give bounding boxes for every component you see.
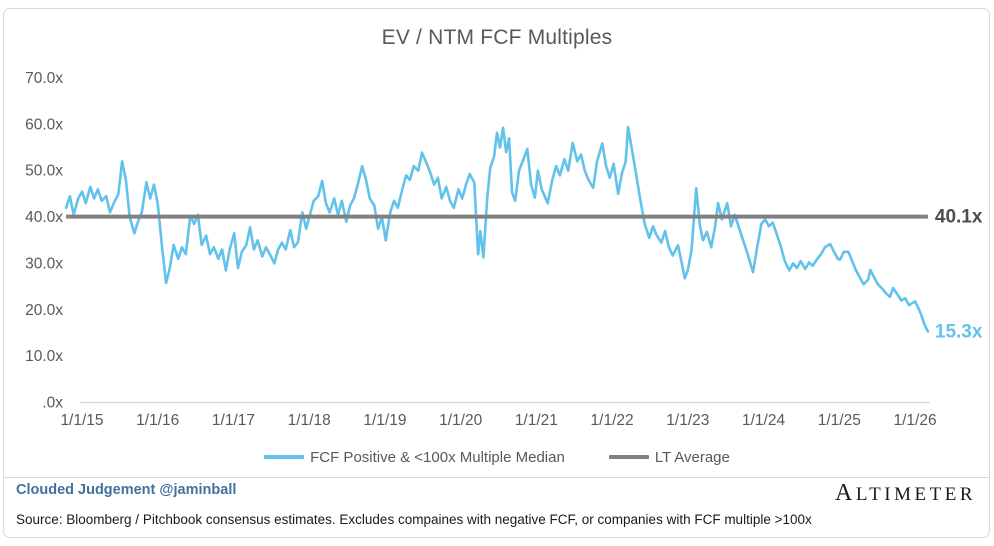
y-tick-label: 60.0x xyxy=(25,116,63,133)
x-tick-label: 1/1/19 xyxy=(363,412,406,429)
chart-title: EV / NTM FCF Multiples xyxy=(381,26,613,49)
legend: FCF Positive & <100x Multiple Median LT … xyxy=(0,446,994,468)
y-tick-label: 70.0x xyxy=(25,70,63,87)
x-tick-label: 1/1/18 xyxy=(288,412,331,429)
author-attribution: Clouded Judgement @jaminball xyxy=(16,482,237,498)
x-tick-label: 1/1/17 xyxy=(212,412,255,429)
x-tick-label: 1/1/20 xyxy=(439,412,482,429)
y-tick-label: 10.0x xyxy=(25,348,63,365)
legend-item-lt-average: LT Average xyxy=(608,448,730,466)
source-note: Source: Bloomberg / Pitchbook consensus … xyxy=(16,512,812,527)
altimeter-logo-rest: LTIMETER xyxy=(855,484,976,505)
y-tick-label: 50.0x xyxy=(25,163,63,180)
x-tick-label: 1/1/23 xyxy=(666,412,709,429)
y-tick-label: 20.0x xyxy=(25,302,63,319)
x-tick-label: 1/1/24 xyxy=(742,412,785,429)
x-tick-label: 1/1/26 xyxy=(893,412,936,429)
altimeter-logo: ALTIMETER xyxy=(835,480,976,507)
y-tick-label: .0x xyxy=(42,395,63,412)
x-tick-label: 1/1/25 xyxy=(818,412,861,429)
legend-swatch-gray-line xyxy=(608,455,649,459)
y-tick-label: 30.0x xyxy=(25,255,63,272)
x-tick-label: 1/1/21 xyxy=(515,412,558,429)
fcf-median-series-line xyxy=(64,125,930,333)
x-tick-label: 1/1/16 xyxy=(136,412,179,429)
legend-label-lt-average: LT Average xyxy=(654,448,730,466)
altimeter-logo-initial: A xyxy=(834,480,856,506)
footer-divider xyxy=(3,477,990,478)
legend-label-fcf-median: FCF Positive & <100x Multiple Median xyxy=(310,448,565,466)
legend-swatch-blue-line xyxy=(264,455,305,459)
x-tick-label: 1/1/22 xyxy=(591,412,634,429)
last-value-label: 15.3x xyxy=(935,322,983,343)
legend-item-fcf-median: FCF Positive & <100x Multiple Median xyxy=(264,449,565,466)
y-tick-label: 40.0x xyxy=(25,209,63,226)
line-chart: 70.0x60.0x50.0x40.0x30.0x20.0x10.0x.0x1/… xyxy=(25,70,983,429)
lt-average-value-label: 40.1x xyxy=(935,207,983,228)
x-tick-label: 1/1/15 xyxy=(60,412,103,429)
